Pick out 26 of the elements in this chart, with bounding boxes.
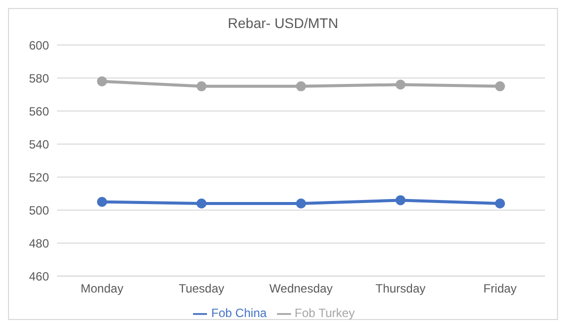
x-tick-label: Friday — [483, 282, 517, 296]
x-tick-label: Thursday — [375, 282, 426, 296]
point — [196, 81, 206, 92]
point — [296, 81, 306, 92]
y-tick-label: 460 — [28, 269, 50, 284]
y-tick-label: 580 — [28, 71, 50, 86]
x-tick-label: Tuesday — [178, 282, 224, 296]
y-tick-label: 540 — [28, 137, 50, 152]
point — [495, 198, 505, 209]
point — [97, 196, 107, 207]
point — [396, 80, 406, 90]
y-tick-label: 600 — [28, 38, 50, 52]
legend-label: Fob Turkey — [294, 306, 355, 320]
point — [296, 198, 306, 209]
point — [97, 76, 107, 86]
y-tick-label: 480 — [28, 236, 50, 250]
x-tick-label: Monday — [80, 282, 124, 296]
x-tick-label: Wednesday — [269, 282, 333, 296]
point — [396, 195, 406, 206]
y-tick-label: 500 — [28, 203, 50, 218]
point — [495, 81, 505, 92]
y-tick-label: 520 — [28, 170, 50, 184]
y-tick-label: 560 — [28, 104, 50, 118]
point — [196, 198, 206, 209]
chart-title: Rebar- USD/MTN — [226, 14, 340, 33]
legend-label: Fob China — [211, 306, 267, 320]
